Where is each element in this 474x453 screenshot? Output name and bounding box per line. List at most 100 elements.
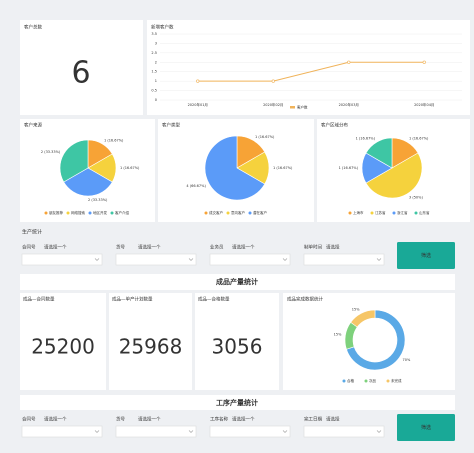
legend-label: 浙江省 [397, 210, 408, 215]
caret [94, 258, 100, 261]
legend-label: 上海市 [353, 210, 364, 215]
filter-label: 货号 [116, 416, 125, 423]
legend-label: 合格 [347, 378, 355, 383]
legend-label: 成交客户 [209, 210, 223, 215]
big-number: 3056 [212, 335, 263, 359]
pie-slice [204, 135, 266, 201]
chart-title: 新增客户数 [151, 24, 174, 31]
x-tick-label: 2020年03月 [339, 102, 359, 107]
y-tick-label: 2 [155, 60, 157, 64]
select-box[interactable] [209, 253, 291, 266]
x-tick-label: 2020年04月 [414, 102, 434, 107]
card-title: 客户来源 [24, 122, 42, 129]
slice-label: 15% [334, 333, 342, 337]
point [271, 79, 275, 83]
card [20, 293, 106, 390]
section-header [20, 274, 455, 290]
slice-label: 2 (33.33%) [41, 150, 61, 154]
filter-label: 工序名称 [210, 416, 228, 423]
legend-label: 意向客户 [231, 210, 245, 215]
slice-label: 3 (50%) [409, 195, 423, 199]
slice-label: 1 (16.67%) [120, 166, 140, 170]
legend-swatch [88, 211, 92, 215]
card-title: 成品—合同数量 [23, 296, 55, 303]
pie-slice [365, 152, 423, 199]
filter-label: 合同号 [22, 244, 36, 251]
select-box[interactable] [209, 425, 291, 438]
y-tick-label: 1.5 [151, 70, 157, 74]
legend-label: 江苏省 [375, 210, 386, 215]
pie-slice [346, 309, 406, 371]
legend-label: 客户介绍 [115, 210, 129, 215]
line [197, 61, 425, 82]
legend-swatch [290, 106, 295, 109]
point [196, 79, 200, 83]
filter-placeholder: 请选择 [326, 244, 340, 251]
legend-swatch [414, 211, 418, 215]
card-title: 客户区域分布 [321, 122, 348, 129]
point [347, 60, 351, 64]
legend-label: 客户数 [297, 105, 308, 110]
filter-placeholder: 请选择一个 [44, 244, 67, 251]
filter-label: 业务员 [210, 244, 224, 251]
filter-button[interactable] [397, 242, 455, 269]
filter-label: 完工日期 [304, 416, 322, 423]
y-tick-label: 0.5 [151, 89, 157, 93]
caret [376, 258, 382, 261]
card-title: 成品完成数据统计 [287, 296, 323, 303]
y-tick-label: 1 [155, 79, 157, 83]
card-title: 成品—单产计划数量 [112, 296, 153, 303]
point [422, 60, 426, 64]
legend-label: 潜在客户 [253, 210, 267, 215]
legend-swatch [386, 379, 390, 383]
select-box[interactable] [115, 425, 197, 438]
select-box[interactable] [115, 253, 197, 266]
legend-swatch [392, 211, 396, 215]
legend-swatch [110, 211, 114, 215]
filter-placeholder: 请选择一个 [232, 244, 255, 251]
legend-swatch [44, 211, 48, 215]
legend-swatch [226, 211, 230, 215]
select-box[interactable] [21, 425, 103, 438]
card [20, 20, 143, 115]
filter-label: 合同号 [22, 416, 36, 423]
filter-button[interactable] [397, 414, 455, 441]
y-tick-label: 3.5 [151, 32, 157, 36]
pie-slice [350, 309, 376, 328]
filter-label: 货号 [116, 244, 125, 251]
card-title: 客户总数 [24, 24, 42, 31]
select-box[interactable] [303, 425, 385, 438]
caret [282, 258, 288, 261]
card [195, 293, 279, 390]
x-tick-label: 2020年02月 [263, 102, 283, 107]
card [109, 293, 192, 390]
legend-swatch [248, 211, 252, 215]
filter-label: 制单时间 [304, 244, 322, 251]
big-number: 25200 [31, 335, 95, 359]
section-header-title: 成品产量统计 [216, 277, 258, 286]
section-header [20, 395, 455, 410]
filter-placeholder: 请选择一个 [138, 416, 161, 423]
caret [188, 430, 194, 433]
legend-swatch [342, 379, 346, 383]
slice-label: 1 (16.67%) [273, 166, 293, 170]
slice-label: 70% [403, 358, 411, 362]
slice-label: 4 (66.67%) [186, 184, 206, 188]
button-label: 筛选 [421, 252, 431, 259]
card [147, 20, 470, 115]
caret [94, 430, 100, 433]
card-title: 成品—合格数量 [198, 296, 230, 303]
filter-placeholder: 请选择 [326, 416, 340, 423]
legend-label: 朋友推荐 [49, 210, 63, 215]
y-tick-label: 2.5 [151, 51, 157, 55]
card [283, 293, 455, 390]
legend-label: 未完成 [391, 378, 402, 383]
slice-label: 1 (16.67%) [104, 138, 124, 142]
button-label: 筛选 [421, 424, 431, 431]
slice-label: 1 (16.67%) [255, 135, 275, 139]
big-number: 25968 [119, 335, 183, 359]
legend-swatch [364, 379, 368, 383]
select-box[interactable] [303, 253, 385, 266]
caret [282, 430, 288, 433]
select-box[interactable] [21, 253, 103, 266]
